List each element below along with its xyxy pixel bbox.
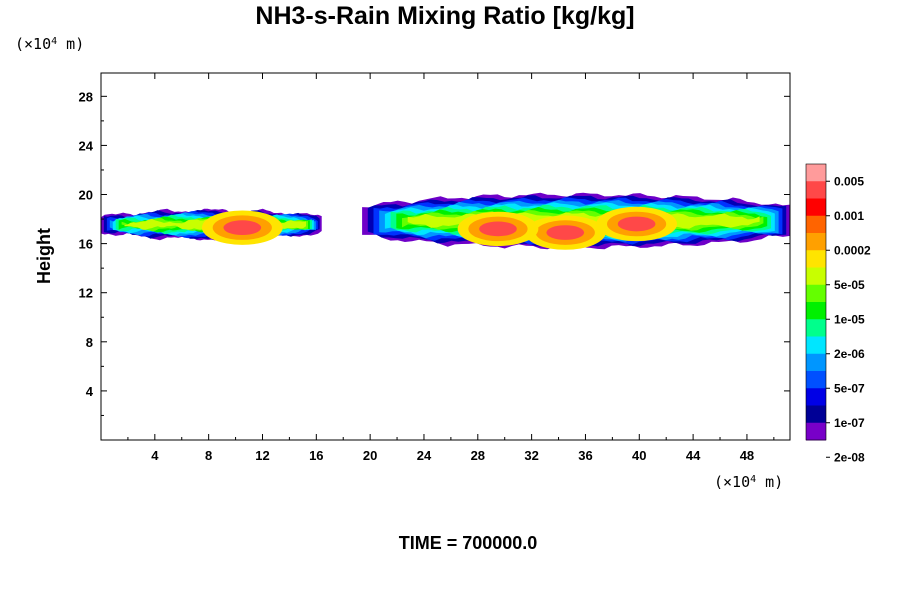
colorbar-swatch: [806, 233, 826, 251]
x-axis-unit: (×104 m): [714, 473, 783, 491]
colorbar-label: 0.0002: [834, 243, 871, 257]
chart-title: NH3-s-Rain Mixing Ratio [kg/kg]: [255, 2, 634, 30]
colorbar-swatch: [806, 250, 826, 268]
y-tick-label: 8: [86, 335, 93, 350]
colorbar-label: 2e-06: [834, 347, 865, 361]
colorbar-swatch: [806, 181, 826, 199]
colorbar-swatch: [806, 353, 826, 372]
colorbar-frame: [805, 163, 827, 441]
colorbar-label: 0.005: [834, 174, 864, 188]
mixing-ratio-field: [101, 192, 790, 250]
colorbar-swatch: [806, 422, 826, 441]
x-tick-label: 28: [471, 448, 485, 463]
x-tick-label: 4: [151, 448, 159, 463]
y-tick-label: 4: [86, 384, 94, 399]
x-tick-label: 36: [578, 448, 592, 463]
colorbar-swatch: [806, 284, 826, 303]
y-tick-label: 28: [79, 89, 93, 104]
colorbar-swatch: [806, 302, 826, 320]
plot-frame: [100, 72, 791, 441]
x-tick-label: 12: [255, 448, 269, 463]
colorbar-label: 5e-07: [834, 381, 865, 395]
colorbar-swatch: [806, 336, 826, 355]
y-tick-label: 12: [79, 286, 93, 301]
colorbar-swatch: [806, 267, 826, 286]
core-contour: [546, 225, 585, 240]
time-label: TIME = 700000.0: [399, 533, 538, 553]
x-tick-label: 48: [740, 448, 754, 463]
x-tick-label: 24: [417, 448, 432, 463]
y-axis: 4 8 12 16 20 24 28: [79, 89, 790, 416]
colorbar-swatch: [806, 198, 826, 217]
x-tick-label: 16: [309, 448, 323, 463]
colorbar-swatch: [806, 371, 826, 389]
x-tick-label: 40: [632, 448, 646, 463]
colorbar-label: 1e-07: [834, 416, 865, 430]
colorbar-label: 5e-05: [834, 278, 865, 292]
plot-background: [101, 73, 790, 440]
core-contour: [223, 220, 262, 236]
colorbar-swatch: [806, 388, 826, 406]
y-tick-label: 20: [79, 188, 93, 203]
colorbar: 0.005 0.001 0.0002 5e-05 1e-05 2e-06 5e-07 1e-0…: [805, 163, 871, 464]
colorbar-label: 2e-08: [834, 450, 865, 464]
core-contour: [617, 216, 656, 232]
x-tick-label: 20: [363, 448, 377, 463]
core-contour: [479, 221, 517, 237]
colorbar-swatch: [806, 405, 826, 424]
colorbar-label: 0.001: [834, 209, 864, 223]
y-tick-label: 16: [79, 237, 93, 252]
y-axis-label: Height: [34, 228, 54, 284]
colorbar-swatch: [806, 215, 826, 234]
colorbar-label: 1e-05: [834, 312, 865, 326]
x-axis: 4 8 12 16 20 24 28 32 36 40 44 48: [127, 73, 775, 463]
x-tick-label: 8: [205, 448, 212, 463]
y-tick-label: 24: [79, 138, 94, 153]
x-tick-label: 44: [686, 448, 701, 463]
x-tick-label: 32: [524, 448, 538, 463]
colorbar-swatch: [806, 319, 826, 337]
colorbar-swatch: [806, 164, 826, 182]
y-axis-unit: (×104 m): [15, 35, 84, 53]
